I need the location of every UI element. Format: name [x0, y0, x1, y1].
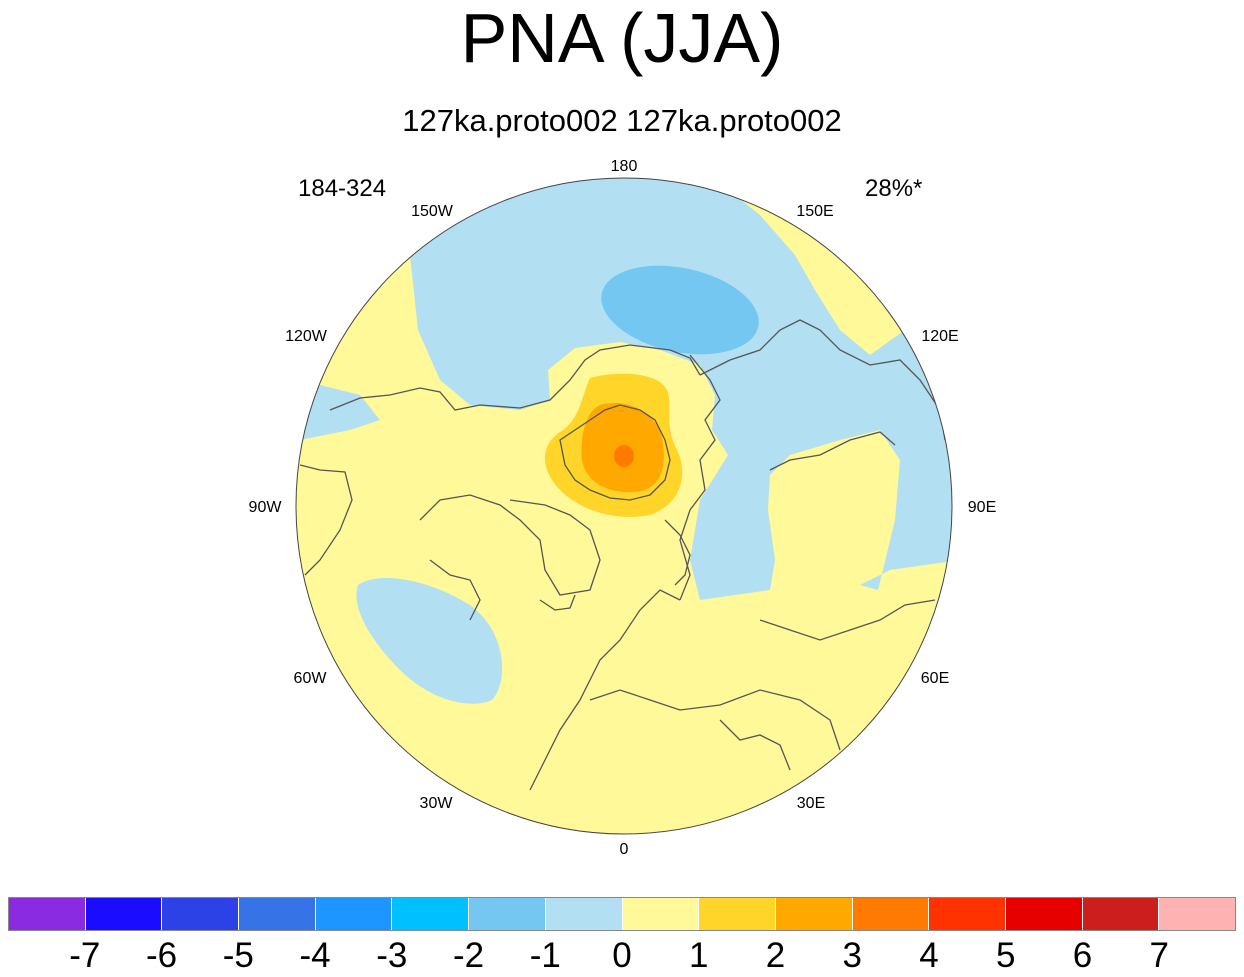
lon-label-60w: 60W [294, 670, 328, 687]
lon-label-30e: 30E [797, 795, 825, 812]
plot-title: PNA (JJA) [460, 0, 784, 77]
colorbar-cell [852, 898, 930, 930]
colorbar-tick-label: 6 [1072, 936, 1093, 975]
anomaly-three-to-four-region [614, 445, 634, 467]
colorbar-cell [392, 898, 470, 930]
longitude-labels: 180 150E 120E 90E 60E 30E 0 30W 60W 90W … [249, 158, 997, 858]
colorbar-cell [699, 898, 776, 930]
map-boundary [295, 177, 953, 835]
colorbar-tick-label: 0 [612, 936, 632, 975]
right-annotation: 28%* [865, 175, 923, 202]
map-fill-layers [296, 178, 952, 834]
lon-label-60e: 60E [921, 670, 949, 687]
negative-anomaly-pacific-region [410, 178, 952, 600]
colorbar-tick-label: 7 [1149, 936, 1169, 975]
colorbar-tick-label: -5 [222, 936, 254, 975]
lon-label-90w: 90W [249, 499, 283, 516]
colorbar-cell [775, 898, 853, 930]
colorbar-cell [9, 898, 86, 930]
left-annotation: 184-324 [298, 175, 387, 202]
colorbar-tick-label: -1 [529, 936, 561, 975]
colorbar-cell [315, 898, 393, 930]
lon-label-150e: 150E [796, 203, 833, 220]
coastlines [299, 319, 946, 791]
negative-anomaly-atlantic-region [356, 577, 503, 704]
colorbar-cell [85, 898, 163, 930]
colorbar-tick-label: -2 [452, 936, 485, 975]
colorbar-tick-label: 3 [842, 936, 862, 975]
colorbar-cell [239, 898, 316, 930]
colorbar-tick-label: -6 [145, 936, 178, 975]
lon-label-150w: 150W [411, 203, 454, 220]
lon-label-30w: 30W [420, 795, 454, 812]
lon-label-90e: 90E [968, 499, 996, 516]
lon-label-180: 180 [611, 158, 638, 175]
colorbar-cell [1005, 898, 1083, 930]
lon-label-0: 0 [620, 841, 629, 858]
colorbar [8, 897, 1236, 931]
anomaly-minus-two-region [601, 265, 759, 355]
colorbar-cell [622, 898, 700, 930]
lon-label-120e: 120E [921, 328, 958, 345]
colorbar-tick-label: -4 [299, 936, 331, 975]
colorbar-tick-label: 5 [996, 936, 1016, 975]
colorbar-tick-label: 1 [689, 936, 709, 975]
colorbar-tick-label: 2 [765, 936, 786, 975]
colorbar-tick-label: 4 [919, 936, 939, 975]
lon-label-120w: 120W [285, 328, 328, 345]
colorbar-tick-label: -3 [376, 936, 408, 975]
colorbar-tick-label: -7 [69, 936, 101, 975]
plot-subtitle: 127ka.proto002 127ka.proto002 [402, 103, 842, 138]
colorbar-cell [1082, 898, 1160, 930]
colorbar-cell [1159, 898, 1235, 930]
colorbar-cell [469, 898, 546, 930]
colorbar-cell [545, 898, 623, 930]
colorbar-cell [162, 898, 240, 930]
colorbar-cell [929, 898, 1006, 930]
